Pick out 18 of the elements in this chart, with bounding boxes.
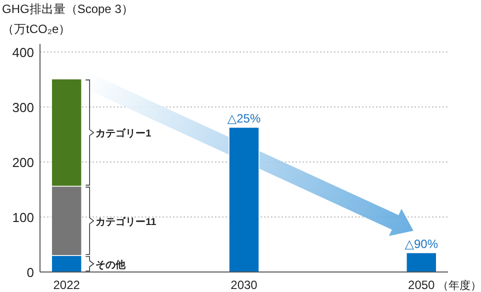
x-tick-label: 2030	[230, 278, 258, 292]
y-tick-label: 300	[12, 100, 34, 115]
x-axis-title: （年度）	[437, 279, 481, 292]
bar	[406, 252, 437, 272]
series-label: その他	[96, 258, 127, 271]
x-tick-label: 2050	[408, 278, 436, 292]
y-tick-label: 400	[12, 45, 34, 60]
series-label: カテゴリー1	[96, 128, 152, 140]
y-tick-label: 200	[12, 155, 34, 170]
y-tick-label: 0	[26, 265, 34, 280]
chart-title: GHG排出量（Scope 3）	[2, 2, 134, 16]
y-tick-label: 100	[12, 210, 34, 225]
x-tick-label: 2022	[53, 278, 80, 292]
annotation: △90%	[404, 236, 438, 251]
y-axis-title: （万tCO₂e）	[2, 22, 71, 36]
bar	[228, 126, 260, 272]
annotation: △25%	[227, 111, 261, 126]
series-label: カテゴリー11	[96, 216, 157, 228]
